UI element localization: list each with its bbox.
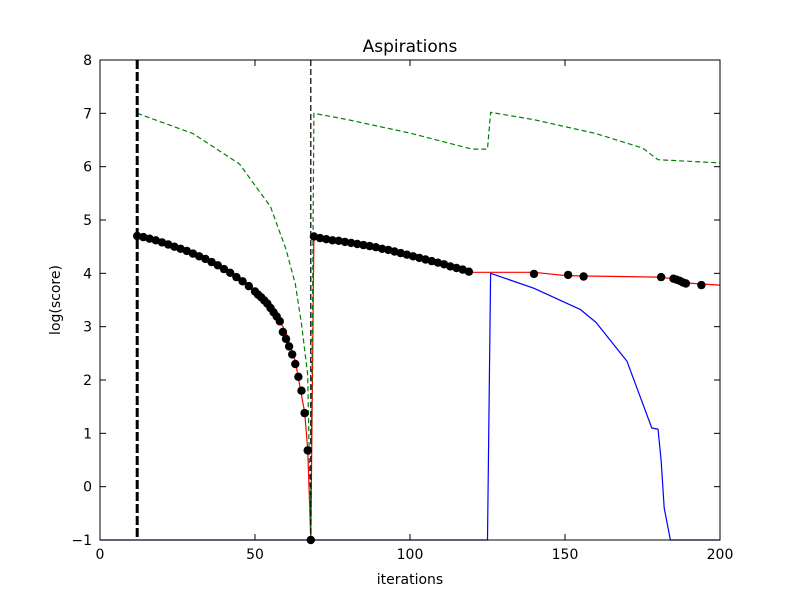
data-point: [340, 237, 350, 247]
data-point: [294, 372, 303, 381]
plot-vlines: [135, 60, 312, 540]
data-point: [284, 342, 294, 351]
data-point: [359, 240, 368, 250]
y-tick-label: 4: [83, 266, 92, 282]
data-point: [563, 270, 573, 280]
plot-points: [133, 231, 706, 545]
y-tick-label: 2: [83, 373, 92, 389]
data-point: [346, 238, 356, 248]
data-point: [291, 359, 300, 369]
data-point: [232, 272, 241, 282]
blue-line-series: [100, 272, 720, 541]
y-tick-label: 8: [83, 53, 92, 69]
data-point: [697, 280, 706, 290]
data-point: [315, 233, 325, 243]
x-tick-label: 200: [707, 547, 734, 563]
data-point: [300, 408, 309, 418]
x-tick-label: 50: [246, 547, 264, 563]
y-tick-label: 1: [83, 426, 92, 442]
data-point: [328, 236, 337, 245]
x-tick-label: 100: [397, 547, 424, 563]
data-point: [353, 239, 362, 249]
chart-title: Aspirations: [363, 37, 458, 57]
data-point: [297, 386, 306, 395]
data-point: [281, 334, 291, 344]
x-axis-label: iterations: [377, 572, 443, 588]
y-tick-label: 0: [83, 480, 92, 496]
data-point: [244, 281, 253, 291]
data-point: [303, 446, 312, 455]
data-point: [365, 241, 374, 251]
y-tick-label: 5: [83, 213, 92, 229]
x-tick-label: 150: [552, 547, 579, 563]
x-axis-ticks: 0 50 100 150 200: [96, 60, 734, 563]
data-point: [213, 261, 222, 270]
data-point: [322, 235, 331, 244]
y-tick-label: −1: [71, 533, 92, 549]
data-point: [226, 268, 235, 277]
data-point: [238, 277, 247, 286]
y-axis-label: log(score): [48, 265, 64, 335]
data-point: [656, 272, 666, 282]
data-point: [201, 254, 210, 264]
data-point: [377, 244, 387, 253]
data-point: [207, 257, 216, 267]
data-point: [681, 279, 691, 288]
data-point: [334, 236, 343, 245]
y-tick-label: 7: [83, 106, 92, 122]
data-point: [579, 272, 588, 281]
x-tick-label: 0: [96, 547, 105, 563]
data-point: [278, 327, 288, 337]
y-tick-label: 6: [83, 160, 92, 176]
y-axis-ticks: −1 0 1 2 3 4 5 6 7 8: [71, 53, 720, 549]
data-point: [288, 350, 297, 359]
y-tick-label: 3: [83, 320, 92, 336]
data-point: [464, 267, 474, 276]
data-point: [275, 317, 284, 326]
data-point: [219, 264, 229, 274]
data-point: [529, 269, 539, 279]
